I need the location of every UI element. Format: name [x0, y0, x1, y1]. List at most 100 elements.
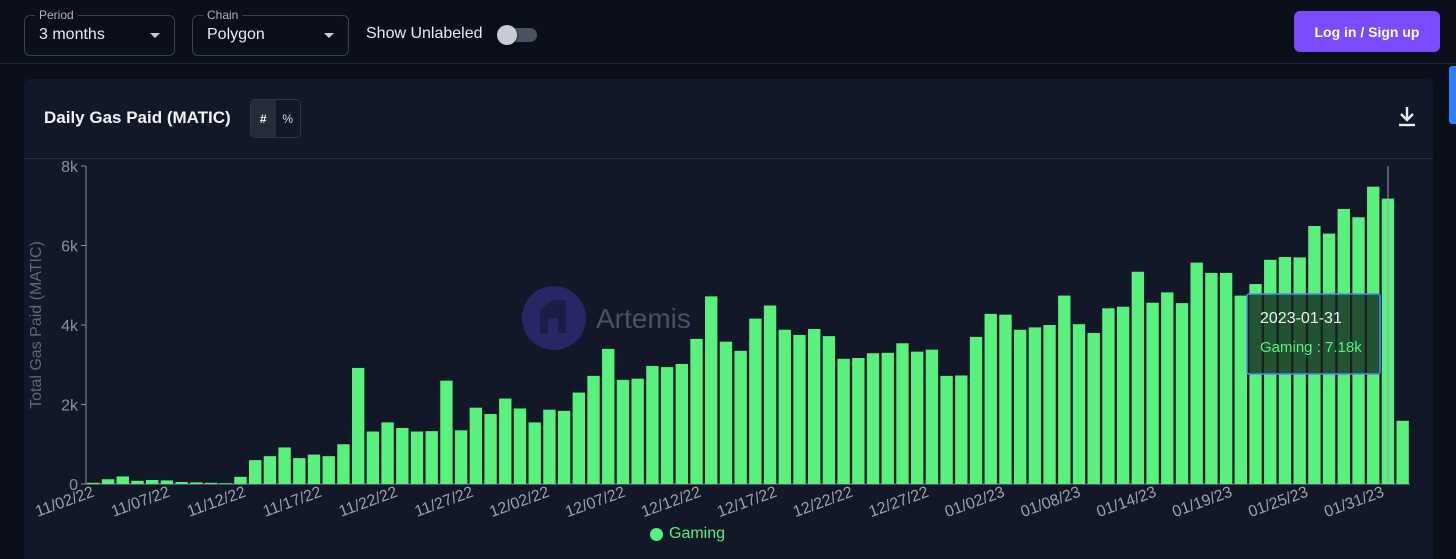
bar-gaming[interactable]: [425, 431, 438, 484]
bar-gaming[interactable]: [499, 398, 512, 484]
bar-gaming[interactable]: [705, 296, 718, 484]
bar-gaming[interactable]: [602, 348, 615, 484]
bar-gaming[interactable]: [278, 447, 291, 484]
bar-gaming[interactable]: [616, 379, 630, 484]
bar-gaming[interactable]: [1058, 295, 1071, 484]
format-percent-button[interactable]: %: [282, 111, 294, 126]
bar-gaming[interactable]: [911, 351, 924, 484]
x-tick-label: 11/12/22: [185, 484, 248, 521]
bar-gaming[interactable]: [866, 353, 880, 484]
bar-gaming[interactable]: [763, 305, 777, 484]
bar-gaming[interactable]: [1043, 325, 1056, 484]
bar-gaming[interactable]: [719, 341, 733, 484]
bar-gaming[interactable]: [234, 476, 247, 484]
bar-gaming[interactable]: [513, 408, 527, 484]
bar-gaming[interactable]: [778, 329, 791, 484]
login-signup-button[interactable]: Log in / Sign up: [1294, 11, 1440, 52]
bar-gaming[interactable]: [557, 410, 571, 484]
bar-gaming[interactable]: [999, 314, 1012, 484]
chain-select[interactable]: Chain Polygon: [192, 8, 349, 56]
bar-gaming[interactable]: [1087, 332, 1100, 484]
bar-gaming[interactable]: [116, 476, 129, 484]
scrollbar-thumb[interactable]: [1449, 66, 1456, 124]
bar-gaming[interactable]: [410, 431, 424, 484]
bar-gaming[interactable]: [1205, 272, 1218, 484]
chain-value: Polygon: [207, 26, 265, 43]
bar-gaming[interactable]: [528, 422, 541, 484]
bar-gaming[interactable]: [263, 456, 277, 484]
bar-gaming[interactable]: [587, 375, 600, 484]
bar-gaming[interactable]: [190, 482, 203, 484]
bar-gaming[interactable]: [351, 367, 365, 484]
bar-gaming[interactable]: [734, 350, 747, 484]
x-tick-label: 12/12/22: [639, 484, 703, 521]
bar-gaming[interactable]: [572, 392, 585, 484]
bar-gaming[interactable]: [1116, 306, 1130, 484]
bar-gaming[interactable]: [969, 336, 983, 484]
bar-gaming[interactable]: [660, 367, 674, 484]
bar-gaming[interactable]: [469, 407, 483, 484]
bar-gaming[interactable]: [146, 480, 159, 484]
bar-gaming[interactable]: [837, 358, 850, 484]
bar-gaming[interactable]: [543, 409, 556, 484]
top-toolbar: Period 3 months Chain Polygon Show Unlab…: [0, 0, 1456, 64]
bar-gaming[interactable]: [1131, 271, 1145, 484]
watermark-text: Artemis: [596, 303, 691, 334]
bar-gaming[interactable]: [1234, 295, 1247, 484]
card-header: Daily Gas Paid (MATIC) # %: [24, 79, 1433, 159]
bar-gaming[interactable]: [307, 454, 321, 484]
bar-gaming[interactable]: [366, 431, 380, 484]
bar-gaming[interactable]: [249, 460, 262, 484]
legend-swatch: [650, 527, 663, 541]
bar-gaming[interactable]: [1102, 308, 1115, 484]
bar-gaming[interactable]: [984, 313, 997, 484]
bar-gaming[interactable]: [454, 430, 468, 484]
bar-gaming[interactable]: [219, 483, 232, 484]
download-icon[interactable]: [1395, 104, 1419, 128]
bar-gaming[interactable]: [1013, 329, 1027, 484]
bar-gaming[interactable]: [675, 363, 688, 484]
bar-gaming[interactable]: [175, 482, 188, 484]
x-tick-label: 01/25/23: [1246, 484, 1310, 521]
bar-gaming[interactable]: [881, 352, 894, 484]
bar-gaming[interactable]: [1161, 292, 1174, 484]
bar-gaming[interactable]: [1028, 327, 1042, 484]
bar-gaming[interactable]: [160, 480, 174, 484]
bar-gaming[interactable]: [1175, 303, 1189, 484]
toggle-knob[interactable]: [497, 25, 517, 45]
bar-gaming[interactable]: [822, 336, 836, 484]
bar-gaming[interactable]: [322, 456, 335, 484]
bar-gaming[interactable]: [690, 338, 703, 484]
bar-gaming[interactable]: [1190, 262, 1203, 484]
bar-gaming[interactable]: [440, 380, 453, 484]
bar-gaming[interactable]: [396, 427, 409, 484]
bar-gaming[interactable]: [1396, 420, 1409, 484]
bar-gaming[interactable]: [955, 375, 968, 484]
artemis-watermark: Artemis: [522, 286, 691, 350]
bar-gaming[interactable]: [1072, 324, 1086, 484]
bar-gaming[interactable]: [940, 375, 953, 484]
chart-legend[interactable]: Gaming: [650, 525, 725, 543]
bar-gaming[interactable]: [204, 482, 218, 484]
bar-gaming[interactable]: [793, 334, 806, 484]
bar-gaming[interactable]: [749, 318, 762, 484]
format-absolute-button[interactable]: #: [251, 100, 276, 137]
bar-gaming[interactable]: [925, 349, 939, 484]
bar-gaming[interactable]: [852, 357, 865, 484]
bar-gaming[interactable]: [631, 378, 644, 484]
bar-gaming[interactable]: [87, 482, 100, 484]
x-tick-label: 01/31/23: [1322, 484, 1386, 521]
bar-gaming[interactable]: [131, 480, 144, 484]
bar-gaming[interactable]: [484, 414, 497, 484]
bar-gaming[interactable]: [101, 479, 115, 484]
show-unlabeled-toggle[interactable]: [497, 25, 537, 45]
bar-gaming[interactable]: [1219, 272, 1233, 484]
bar-gaming[interactable]: [896, 343, 909, 484]
bar-gaming[interactable]: [337, 444, 350, 484]
period-select[interactable]: Period 3 months: [24, 8, 175, 56]
bar-gaming[interactable]: [646, 365, 659, 484]
bar-gaming[interactable]: [808, 328, 821, 484]
bar-gaming[interactable]: [381, 422, 394, 484]
bar-gaming[interactable]: [1146, 302, 1159, 484]
bar-gaming[interactable]: [293, 458, 306, 484]
